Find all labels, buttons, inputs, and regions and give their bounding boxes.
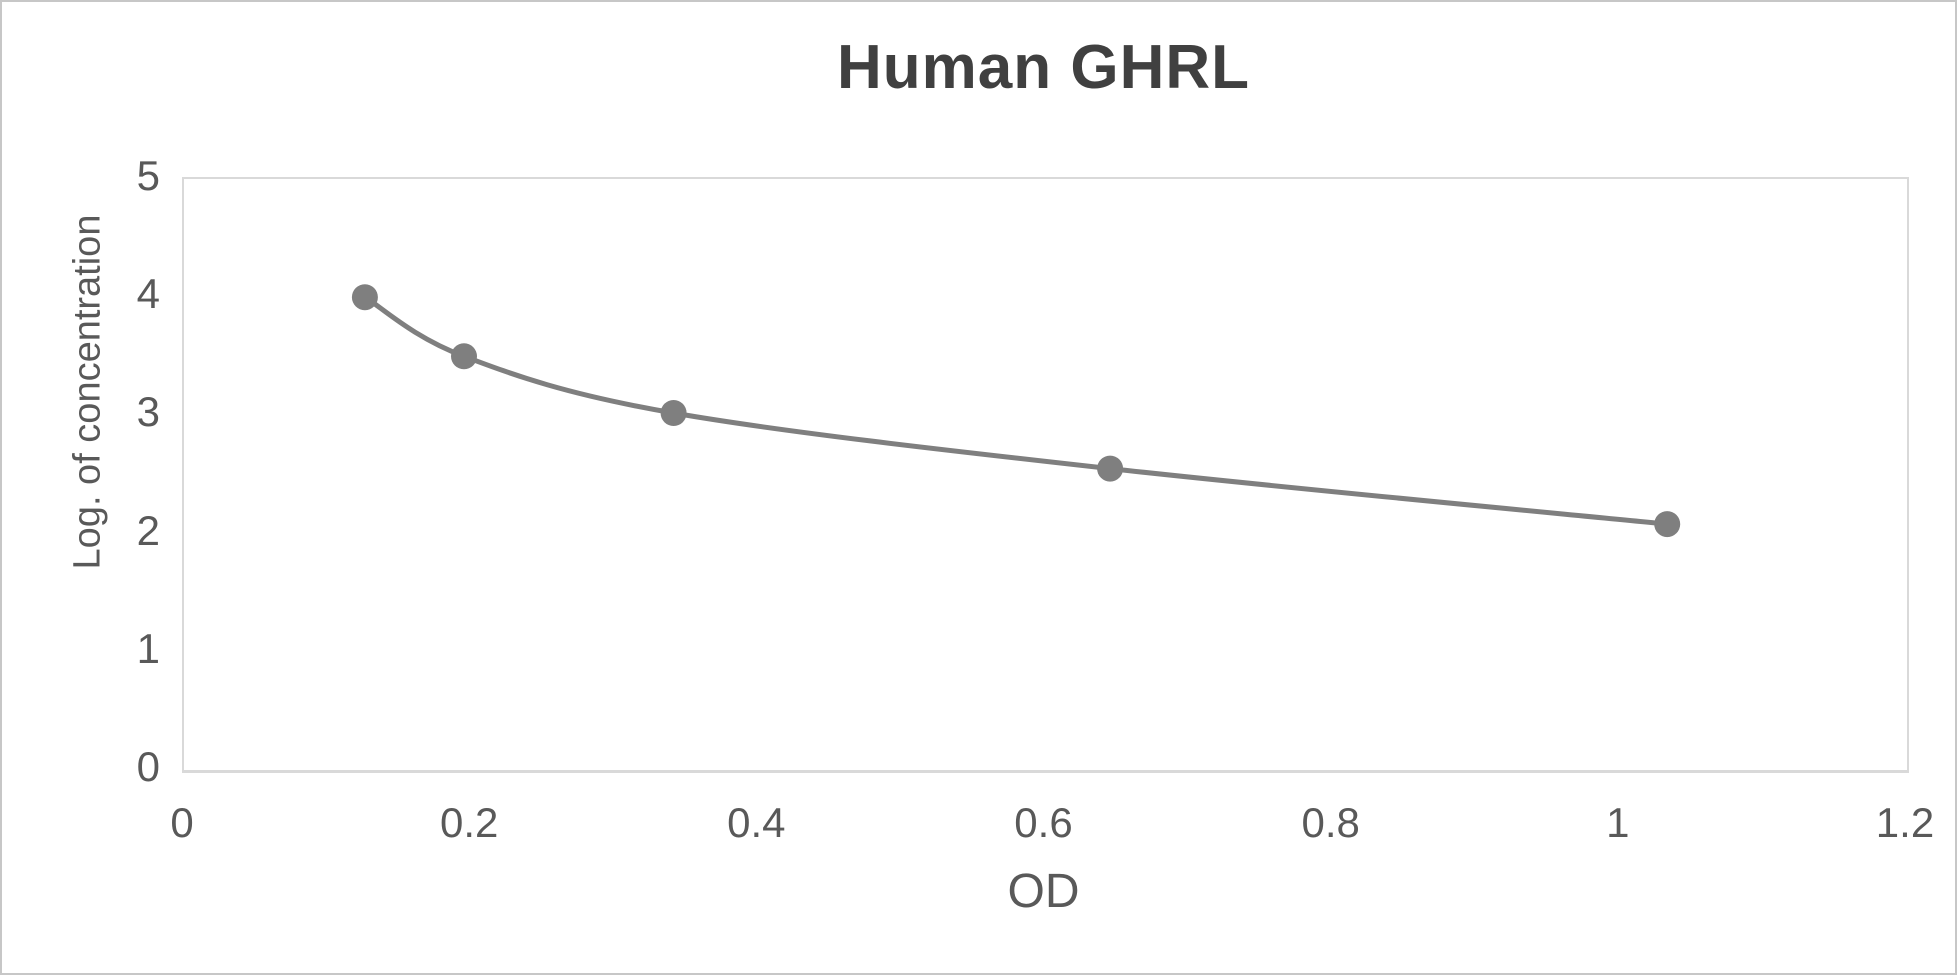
x-axis-tick-labels: 0 0.2 0.4 0.6 0.8 1 1.2	[170, 799, 1934, 849]
data-point-marker	[1654, 511, 1681, 538]
x-tick-label: 0.4	[727, 799, 786, 846]
y-tick-label: 1	[136, 624, 160, 672]
data-point-marker	[451, 343, 477, 370]
x-tick-label: 1	[1606, 799, 1630, 846]
y-tick-label: 0	[136, 743, 160, 791]
x-tick-label: 0.2	[439, 799, 499, 846]
x-axis-title: OD	[1007, 865, 1080, 918]
data-point-marker	[660, 400, 687, 426]
x-tick-label: 0.6	[1014, 799, 1073, 846]
y-tick-label: 3	[136, 388, 160, 436]
y-tick-label: 2	[136, 506, 160, 554]
x-tick-label: 0	[170, 799, 194, 846]
x-tick-label: 1.2	[1875, 799, 1935, 846]
y-axis-tick-labels: 0 1 2 3 4 5	[2, 152, 160, 790]
data-point-marker	[351, 284, 378, 311]
x-tick-label: 0.8	[1301, 799, 1360, 846]
plot-area	[182, 177, 1909, 773]
chart-title: Human GHRL	[837, 33, 1250, 102]
data-point-marker	[1097, 455, 1124, 482]
series-line	[362, 294, 1670, 527]
line-series-plot	[351, 284, 1681, 538]
y-tick-label: 4	[136, 270, 160, 318]
y-tick-label: 5	[136, 152, 160, 200]
